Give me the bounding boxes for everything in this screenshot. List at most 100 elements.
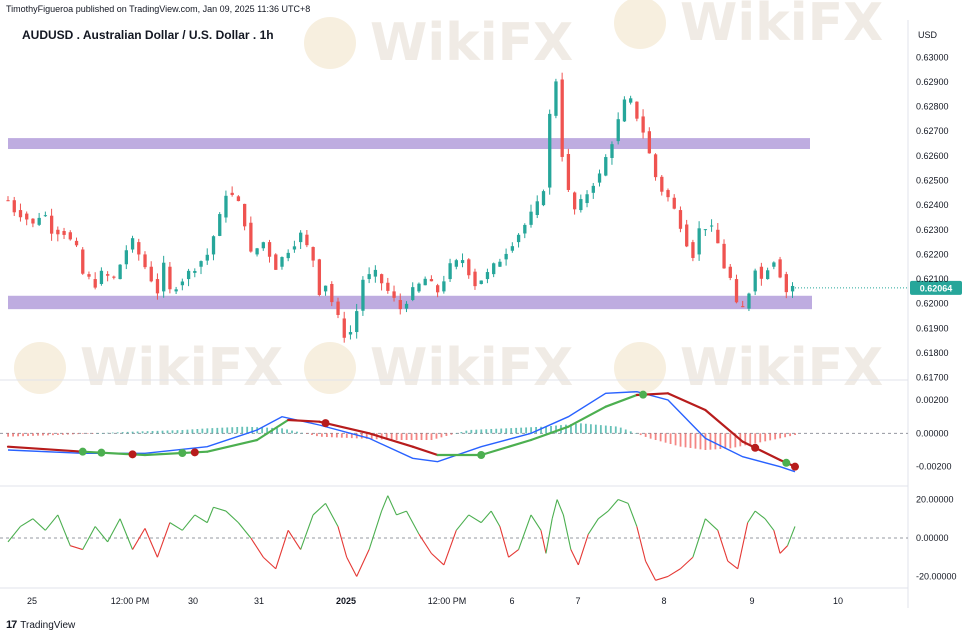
macd-histogram-bar — [261, 427, 264, 434]
oscillator-segment — [312, 502, 326, 516]
oscillator-segment — [107, 518, 121, 543]
candle — [205, 248, 209, 265]
macd-histogram-bar — [335, 433, 338, 438]
oscillator-segment — [530, 514, 542, 531]
candle — [790, 282, 795, 298]
price-tick-label: 0.62700 — [916, 126, 949, 136]
oscillator-segment — [213, 506, 227, 512]
oscillator-segment — [431, 552, 445, 566]
macd-histogram-bar — [286, 429, 288, 434]
oscillator-segment — [545, 518, 553, 554]
macd-histogram-bar — [311, 433, 313, 435]
macd-tick-label: -0.00200 — [916, 462, 952, 472]
candle — [155, 273, 160, 300]
candle — [716, 223, 720, 244]
oscillator-segment — [636, 526, 647, 562]
macd-histogram-bar — [634, 433, 637, 434]
macd-histogram-bar — [624, 429, 627, 434]
oscillator-segment — [773, 530, 781, 554]
candle — [348, 325, 353, 340]
macd-histogram-bar — [355, 433, 358, 439]
macd-histogram-bar — [316, 433, 318, 437]
macd-histogram-bar — [266, 427, 269, 434]
candle — [218, 212, 222, 237]
crossover-dot — [78, 447, 87, 456]
oscillator-segment — [262, 556, 277, 570]
macd-histogram-bar — [570, 424, 572, 434]
oscillator-segment — [747, 510, 756, 523]
candle — [703, 229, 708, 237]
candle — [747, 292, 751, 312]
support-resistance-zone[interactable] — [8, 295, 812, 310]
oscillator-segment — [570, 549, 579, 566]
macd-tick-label: 0.00200 — [916, 395, 949, 405]
oscillator-segment — [754, 510, 766, 520]
macd-histogram-bar — [71, 433, 74, 435]
macd-histogram-bar — [301, 432, 303, 434]
wikifx-globe-icon — [614, 342, 666, 394]
candle — [130, 235, 135, 253]
candle — [186, 268, 191, 287]
oscillator-segment — [617, 499, 629, 504]
price-tick-label: 0.62600 — [916, 151, 949, 161]
macd-histogram-bar — [370, 433, 373, 439]
macd-histogram-bar — [12, 433, 14, 437]
oscillator-tick-label: -20.00000 — [916, 571, 957, 581]
tradingview-footer[interactable]: 17 TradingView — [6, 619, 75, 631]
macd-histogram-bar — [340, 433, 343, 438]
macd-line — [7, 390, 796, 473]
symbol-title[interactable]: AUDUSD . Australian Dollar / U.S. Dollar… — [22, 28, 274, 42]
macd-histogram-bar — [649, 433, 652, 439]
wikifx-watermark-text: WikiFX — [370, 338, 573, 398]
macd-histogram-bar — [365, 433, 368, 439]
macd-histogram-bar — [136, 431, 139, 434]
macd-histogram-bar — [251, 427, 254, 434]
oscillator-segment — [325, 503, 339, 527]
macd-histogram-bar — [629, 431, 632, 434]
oscillator-segment — [275, 530, 289, 569]
macd-histogram-bar — [779, 433, 782, 439]
oscillator-segment — [717, 530, 729, 562]
candle — [149, 261, 153, 283]
candle — [685, 219, 689, 248]
candle — [616, 112, 620, 145]
time-tick-label: 9 — [749, 596, 754, 606]
price-tick-label: 0.62200 — [916, 249, 949, 259]
macd-histogram-bar — [146, 431, 149, 434]
candle — [691, 239, 695, 262]
signal-line-segment — [287, 418, 321, 423]
macd-histogram-bar — [555, 425, 557, 434]
price-tick-label: 0.63000 — [916, 52, 949, 62]
macd-histogram-bar — [106, 432, 109, 434]
oscillator-segment — [206, 507, 214, 523]
candle — [224, 190, 228, 223]
macd-histogram-bar — [724, 433, 727, 449]
candle — [436, 283, 440, 298]
candle — [585, 190, 589, 208]
oscillator-segment — [132, 528, 146, 550]
wikifx-globe-icon — [14, 342, 66, 394]
support-resistance-zone[interactable] — [8, 138, 810, 150]
candle — [417, 282, 421, 293]
candle — [548, 109, 552, 195]
oscillator-segment — [418, 533, 432, 554]
time-tick-label: 31 — [254, 596, 264, 606]
oscillator-segment — [250, 537, 264, 558]
oscillator-tick-label: 20.00000 — [916, 495, 954, 505]
macd-histogram-bar — [86, 433, 89, 434]
macd-histogram-bar — [385, 433, 388, 440]
signal-line-segment — [480, 438, 533, 457]
oscillator-segment — [356, 549, 370, 577]
price-tick-label: 0.62000 — [916, 299, 949, 309]
oscillator-segment — [597, 510, 609, 520]
candle — [162, 255, 166, 298]
macd-histogram-bar — [350, 433, 353, 439]
price-tick-label: 0.61700 — [916, 373, 949, 383]
wikifx-watermark-text: WikiFX — [680, 0, 883, 53]
candle — [504, 248, 508, 266]
macd-histogram-bar — [17, 433, 19, 437]
candle — [112, 275, 116, 280]
macd-pane — [0, 390, 908, 473]
candle — [516, 233, 521, 248]
